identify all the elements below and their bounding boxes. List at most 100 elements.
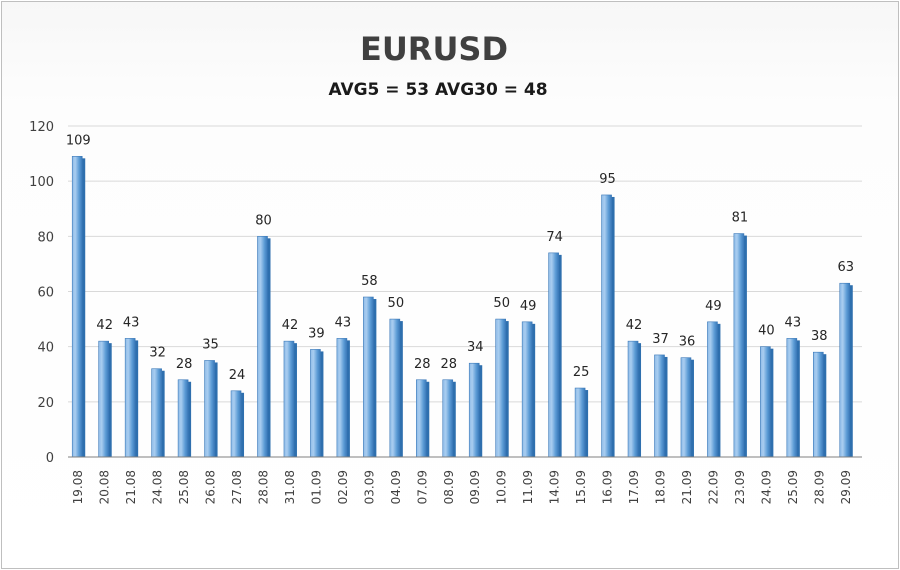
bar-side — [638, 343, 642, 457]
data-label: 43 — [785, 315, 802, 330]
x-tick-label: 18.09 — [654, 470, 668, 504]
x-tick-label: 25.08 — [177, 470, 191, 504]
bar-side — [532, 323, 536, 457]
data-label: 28 — [414, 357, 431, 372]
bar-side — [505, 321, 509, 457]
bar — [363, 296, 374, 458]
data-label: 28 — [440, 357, 457, 372]
bar — [786, 338, 798, 458]
data-label: 34 — [467, 340, 484, 355]
y-tick-label: 0 — [46, 451, 54, 466]
bar-side — [320, 351, 324, 457]
bar-side — [241, 392, 245, 457]
data-label: 40 — [758, 324, 775, 339]
bar-side — [690, 359, 694, 457]
x-tick-label: 20.08 — [98, 470, 112, 504]
bar — [415, 379, 427, 458]
x-tick-label: 28.09 — [812, 470, 826, 504]
bar — [760, 346, 771, 458]
y-tick-label: 60 — [37, 286, 54, 301]
data-label: 25 — [573, 365, 590, 380]
bar — [601, 194, 612, 458]
bar — [151, 368, 162, 458]
bar-side — [426, 381, 430, 457]
x-tick-label: 29.09 — [839, 470, 853, 504]
bar — [627, 340, 639, 458]
chart-title: EURUSD — [360, 30, 508, 68]
data-label: 50 — [388, 296, 405, 311]
x-tick-label: 21.08 — [124, 470, 138, 504]
bar-side — [452, 381, 456, 457]
data-label: 38 — [811, 329, 828, 344]
data-label: 42 — [96, 318, 113, 333]
bar-side — [796, 340, 800, 457]
bar — [124, 338, 136, 458]
x-tick-label: 16.09 — [601, 470, 615, 504]
x-tick-label: 04.09 — [389, 470, 403, 504]
bar-side — [214, 362, 218, 457]
x-tick-label: 03.09 — [362, 470, 376, 504]
bar — [98, 340, 109, 458]
bar — [574, 387, 586, 458]
bar — [442, 379, 454, 458]
x-tick-label: 22.09 — [706, 470, 720, 504]
bar-side — [743, 235, 747, 457]
data-label: 42 — [626, 318, 643, 333]
bar-side — [267, 238, 271, 457]
bar — [839, 282, 851, 458]
data-label: 58 — [361, 274, 378, 289]
x-tick-label: 24.08 — [151, 470, 165, 504]
bar-side — [770, 348, 774, 457]
data-label: 50 — [493, 296, 510, 311]
bar — [468, 362, 480, 458]
x-tick-label: 15.09 — [574, 470, 588, 504]
data-label: 80 — [255, 213, 272, 228]
y-axis-ticks: 0 20 40 60 80 100 120 — [29, 120, 54, 466]
data-label: 49 — [705, 299, 722, 314]
x-tick-label: 10.09 — [495, 470, 509, 504]
data-label: 39 — [308, 326, 325, 341]
bar-side — [373, 299, 377, 457]
bar — [680, 357, 692, 458]
bar-side — [108, 343, 112, 457]
data-label: 74 — [546, 230, 563, 245]
bar-side — [664, 356, 668, 457]
x-tick-label: 01.09 — [309, 470, 323, 504]
bar — [495, 318, 507, 458]
data-label: 36 — [679, 335, 696, 350]
bar-side — [188, 381, 192, 457]
bar — [310, 349, 321, 458]
x-tick-label: 25.09 — [786, 470, 800, 504]
data-label: 32 — [149, 346, 166, 361]
bar-side — [479, 365, 483, 457]
y-tick-label: 100 — [29, 175, 54, 190]
bar — [548, 252, 559, 458]
data-label: 42 — [282, 318, 299, 333]
bar-side — [161, 370, 165, 457]
bar-side — [82, 158, 86, 457]
bar-side — [585, 390, 589, 457]
bar — [230, 390, 242, 458]
data-label: 43 — [335, 315, 352, 330]
bar — [812, 351, 824, 458]
bar — [707, 321, 718, 458]
x-tick-label: 31.08 — [283, 470, 297, 504]
chart-subtitle: AVG5 = 53 AVG30 = 48 — [328, 80, 547, 100]
bar — [71, 156, 83, 458]
y-tick-label: 80 — [37, 230, 54, 245]
bar — [283, 340, 295, 458]
data-label: 109 — [66, 133, 91, 148]
bar-side — [717, 323, 721, 457]
x-axis-ticks: 19.08 20.08 21.08 24.08 25.08 26.08 27.08 28.08… — [71, 470, 853, 504]
bar — [521, 321, 533, 458]
data-label: 95 — [599, 172, 616, 187]
data-label: 63 — [837, 260, 854, 275]
data-label: 28 — [176, 357, 193, 372]
y-tick-label: 120 — [29, 120, 54, 135]
bars — [71, 156, 853, 458]
x-tick-label: 26.08 — [204, 470, 218, 504]
bar-side — [399, 321, 403, 457]
x-tick-label: 02.09 — [336, 470, 350, 504]
